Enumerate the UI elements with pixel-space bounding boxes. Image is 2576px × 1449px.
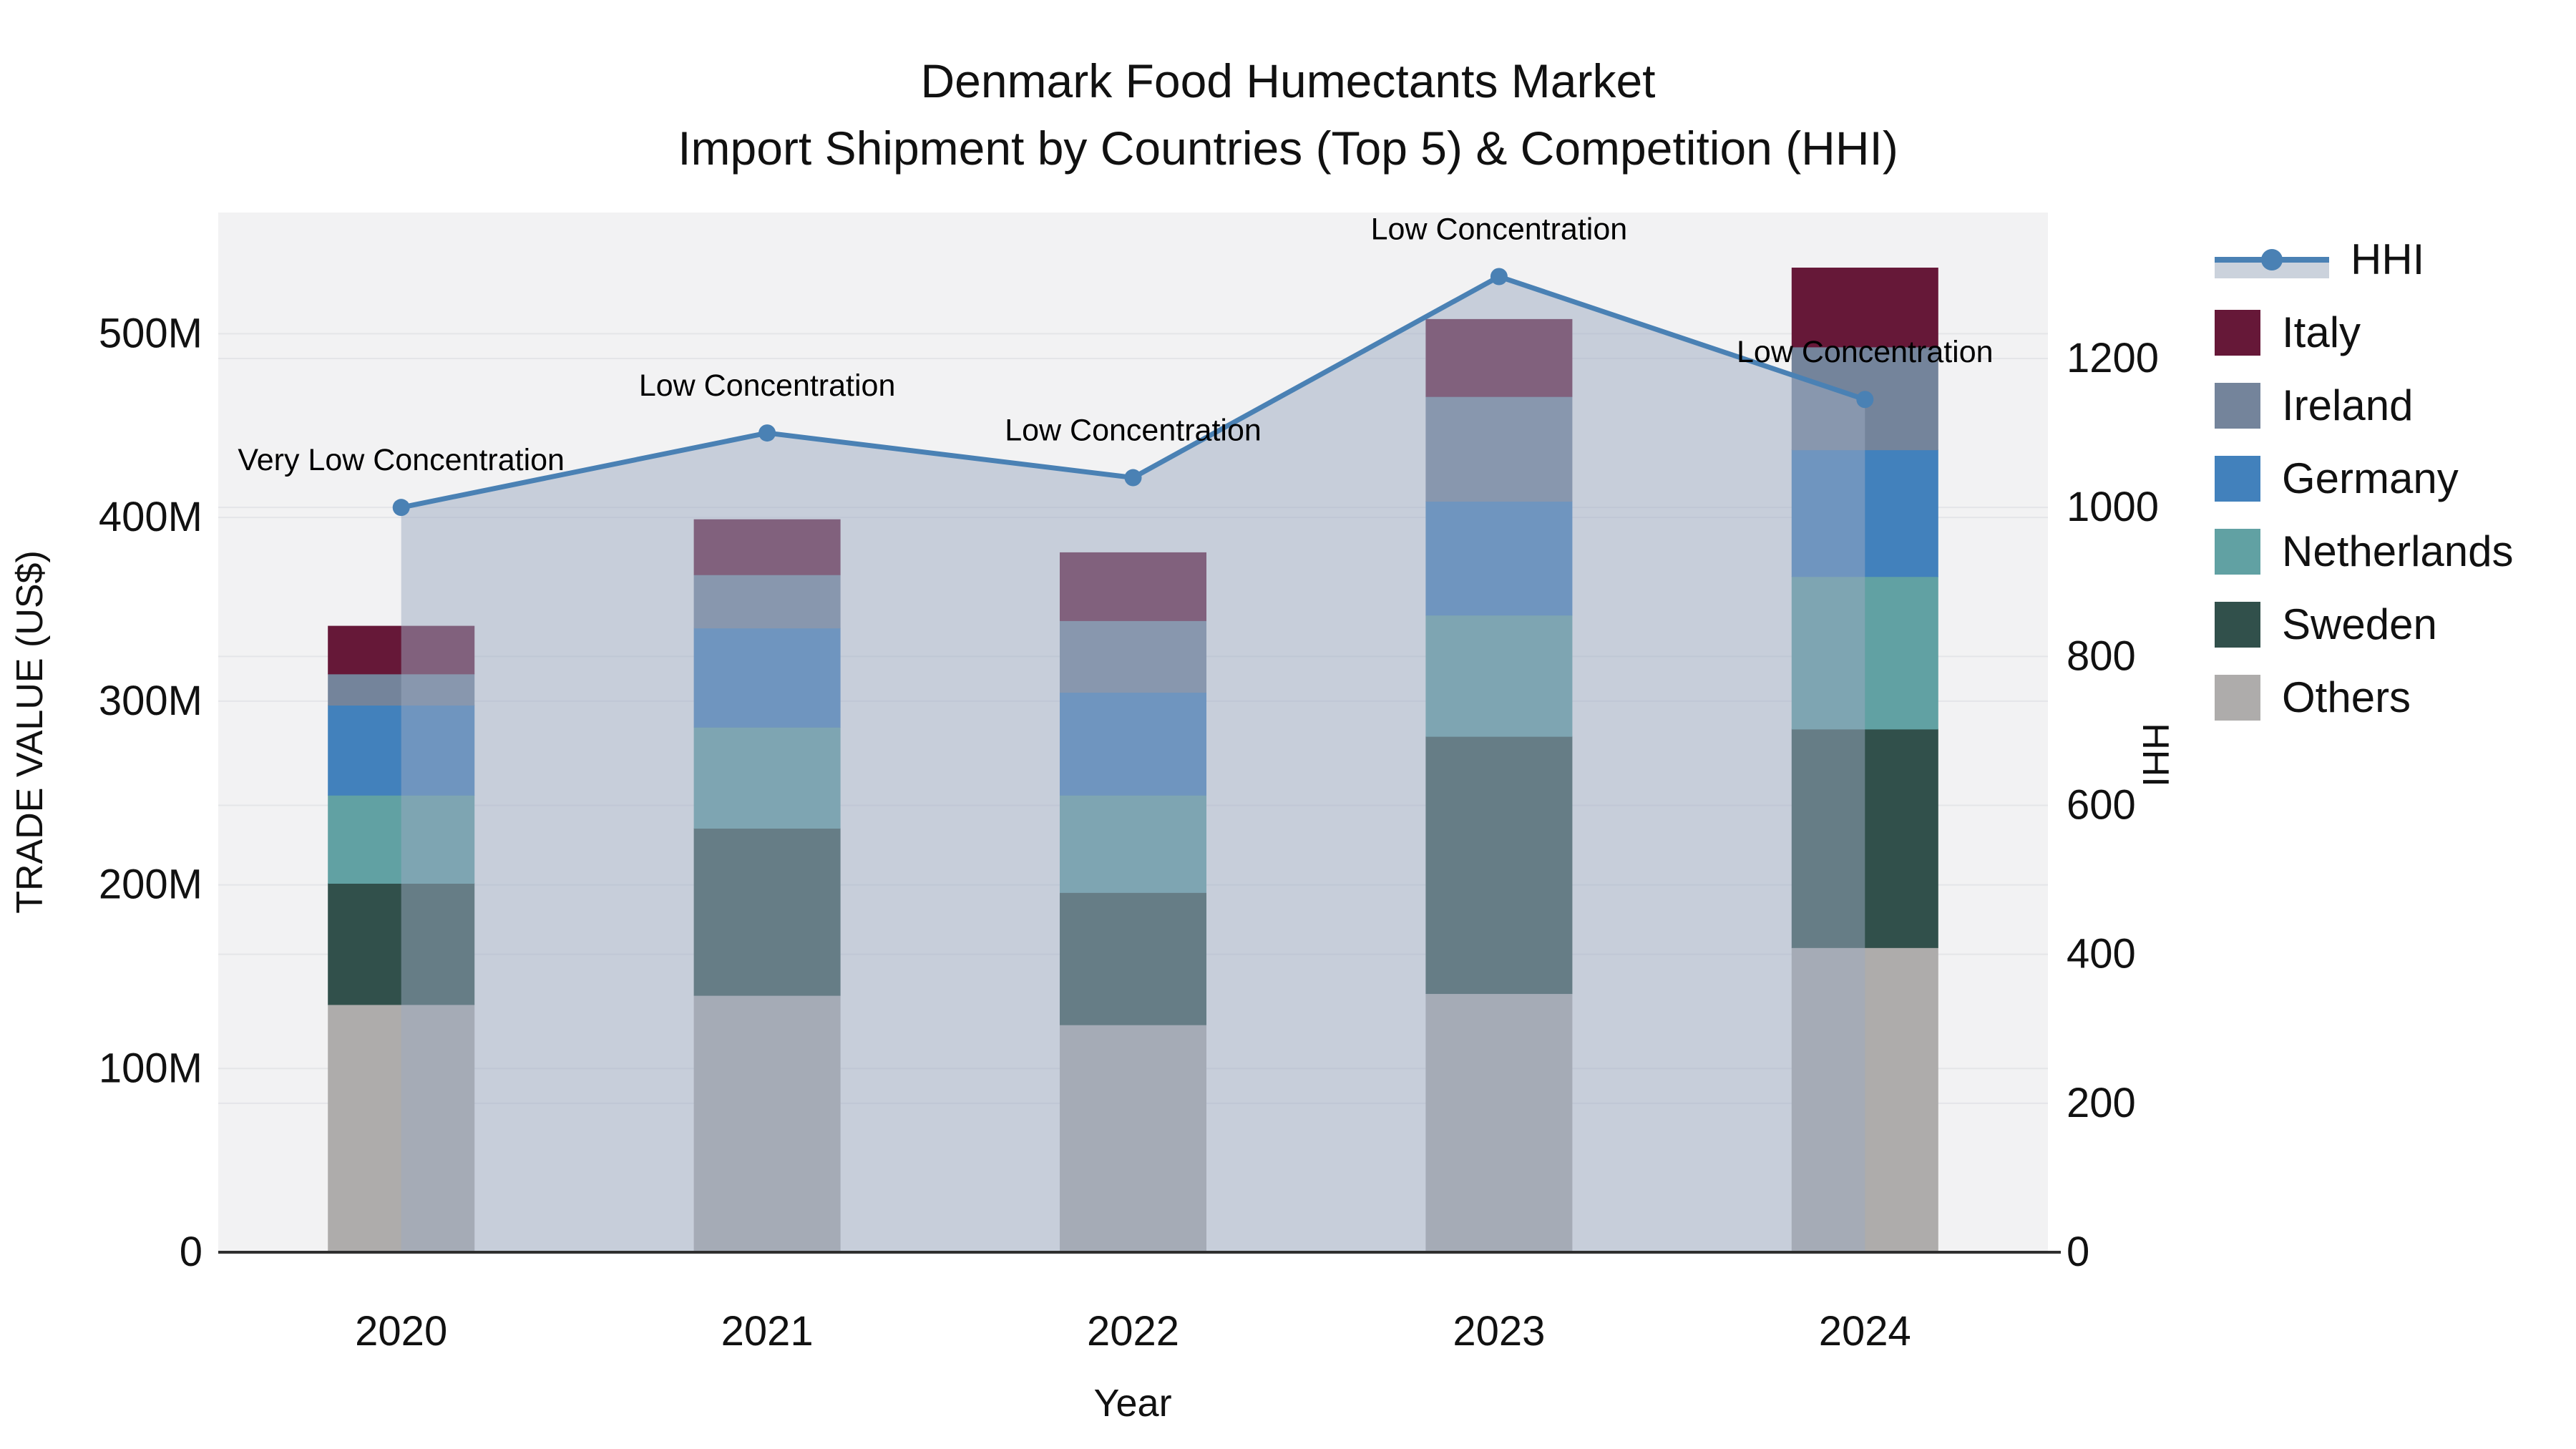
x-axis-tick-2020: 2020 [355,1308,447,1355]
legend-label-hhi: HHI [2351,235,2425,283]
legend-item-ireland[interactable]: Ireland [2215,381,2514,430]
right-axis-tick-400: 400 [2067,931,2136,977]
legend-swatch-others [2215,674,2260,721]
legend-item-italy[interactable]: Italy [2215,308,2514,357]
annotation-2023: Low Concentration [1371,213,1628,247]
left-axis-tick-500M: 500M [99,310,203,356]
x-axis-title: Year [1093,1382,1172,1425]
hhi-marker-sample [2261,248,2283,270]
annotation-2024: Low Concentration [1737,335,1994,369]
hhi-area-fill [401,276,1865,1252]
hhi-marker-2022 [1124,469,1142,487]
legend-item-others[interactable]: Others [2215,673,2514,722]
left-axis-tick-200M: 200M [99,862,203,908]
left-axis-tick-300M: 300M [99,678,203,724]
bar-segment-italy-2024 [1791,268,1938,348]
legend-label-netherlands: Netherlands [2282,527,2514,575]
legend-label-others: Others [2282,673,2411,721]
right-axis-tick-1200: 1200 [2067,335,2159,381]
left-axis-tick-0: 0 [180,1229,203,1275]
legend-item-germany[interactable]: Germany [2215,454,2514,503]
hhi-marker-2020 [392,499,410,517]
left-axis-tick-400M: 400M [99,494,203,540]
legend-swatch-netherlands [2215,528,2260,575]
legend-label-germany: Germany [2282,454,2459,502]
left-axis-tick-100M: 100M [99,1045,203,1091]
legend-item-sweden[interactable]: Sweden [2215,600,2514,649]
x-axis-tick-2024: 2024 [1819,1308,1911,1355]
annotation-2022: Low Concentration [1005,414,1262,448]
right-axis-title: HHI [2135,723,2176,787]
legend-item-netherlands[interactable]: Netherlands [2215,527,2514,576]
legend-swatch-germany [2215,455,2260,502]
right-axis-tick-1000: 1000 [2067,484,2159,530]
annotation-2020: Very Low Concentration [238,443,565,477]
hhi-marker-2023 [1490,268,1508,286]
legend: HHI Italy Ireland Germany Netherlands Sweden O… [2215,235,2514,722]
legend-label-ireland: Ireland [2282,381,2414,429]
right-axis-tick-600: 600 [2067,782,2136,829]
hhi-line-legend-swatch [2215,237,2329,283]
x-axis-tick-2021: 2021 [721,1308,814,1355]
left-axis-title: TRADE VALUE (US$) [9,550,51,914]
legend-swatch-italy [2215,309,2260,356]
x-axis-tick-2022: 2022 [1087,1308,1179,1355]
x-axis-tick-2023: 2023 [1453,1308,1545,1355]
hhi-marker-2021 [758,424,776,442]
legend-label-sweden: Sweden [2282,600,2437,648]
legend-label-italy: Italy [2282,308,2361,356]
right-axis-tick-0: 0 [2067,1229,2089,1275]
legend-item-hhi[interactable]: HHI [2215,235,2514,284]
right-axis-tick-200: 200 [2067,1080,2136,1126]
right-axis-tick-800: 800 [2067,633,2136,679]
hhi-marker-2024 [1856,391,1874,409]
legend-swatch-sweden [2215,601,2260,648]
legend-swatch-ireland [2215,382,2260,429]
annotation-2021: Low Concentration [639,369,896,403]
